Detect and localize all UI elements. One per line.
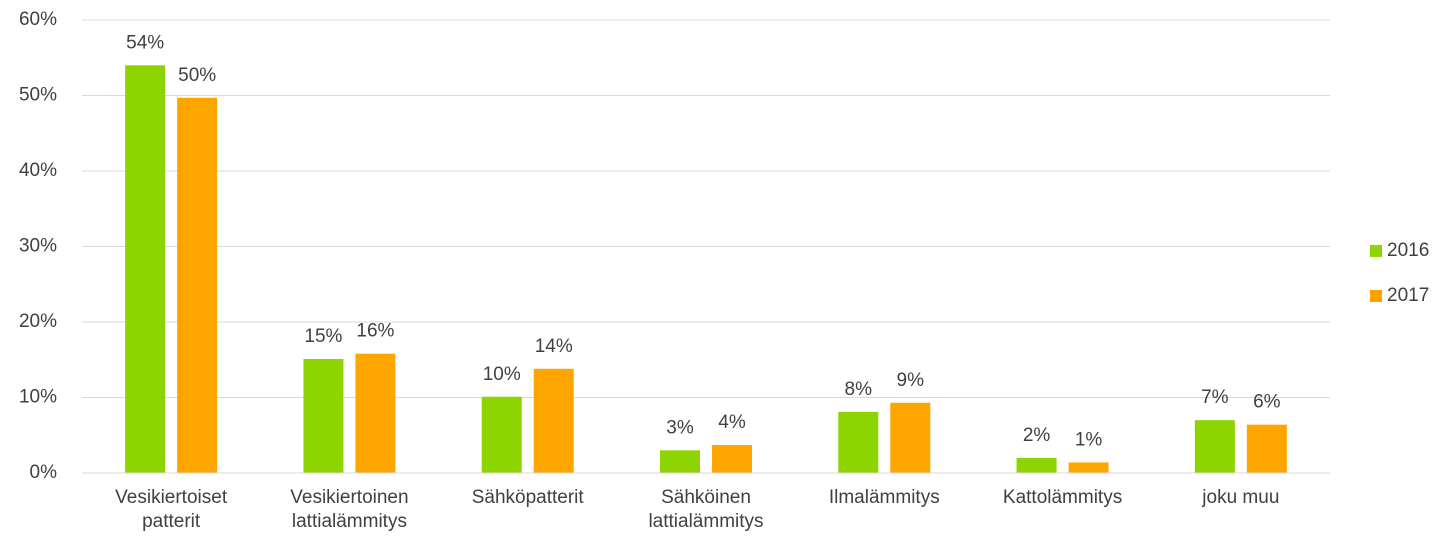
y-tick-label: 10% <box>19 387 57 408</box>
bar <box>177 97 218 473</box>
x-tick-label: Kattolämmitys <box>1003 487 1122 508</box>
data-label: 4% <box>718 412 746 433</box>
bar <box>125 65 166 474</box>
bar <box>303 358 344 473</box>
bar <box>712 445 752 473</box>
bar <box>481 396 522 473</box>
y-tick-label: 40% <box>19 160 57 181</box>
legend-label: 2017 <box>1387 285 1429 306</box>
bar <box>355 353 396 473</box>
bar <box>890 402 931 473</box>
x-tick-label: joku muu <box>1201 487 1279 508</box>
data-label: 8% <box>845 379 873 400</box>
x-tick-label: Vesikiertoinen lattialämmitys <box>290 487 408 532</box>
x-tick-label: Sähköinen lattialämmitys <box>648 487 763 532</box>
bar <box>1068 462 1109 473</box>
legend-swatch <box>1370 290 1382 302</box>
data-label: 14% <box>535 336 573 357</box>
y-tick-label: 30% <box>19 236 57 257</box>
data-label: 16% <box>356 321 394 342</box>
y-tick-label: 20% <box>19 311 57 332</box>
x-tick-label: Vesikiertoiset patterit <box>115 487 228 532</box>
y-tick-label: 50% <box>19 85 57 106</box>
data-label: 3% <box>666 417 694 438</box>
bar <box>660 450 700 473</box>
x-tick-label: Sähköpatterit <box>472 487 585 508</box>
bar <box>533 368 574 473</box>
bar <box>1194 420 1235 473</box>
data-label: 9% <box>897 370 925 391</box>
bar <box>1246 424 1287 473</box>
x-tick-label: Ilmalämmitys <box>829 487 940 508</box>
data-label: 15% <box>304 326 342 347</box>
y-tick-label: 0% <box>30 462 58 483</box>
bar <box>838 411 879 473</box>
data-label: 2% <box>1023 425 1051 446</box>
bar <box>1016 457 1057 473</box>
legend-swatch <box>1370 245 1382 257</box>
data-label: 10% <box>483 364 521 385</box>
data-label: 50% <box>178 65 216 86</box>
y-tick-label: 60% <box>19 9 57 30</box>
data-label: 1% <box>1075 429 1103 450</box>
legend-label: 2016 <box>1387 240 1429 261</box>
data-label: 7% <box>1201 387 1229 408</box>
data-label: 6% <box>1253 392 1281 413</box>
data-label: 54% <box>126 32 164 53</box>
